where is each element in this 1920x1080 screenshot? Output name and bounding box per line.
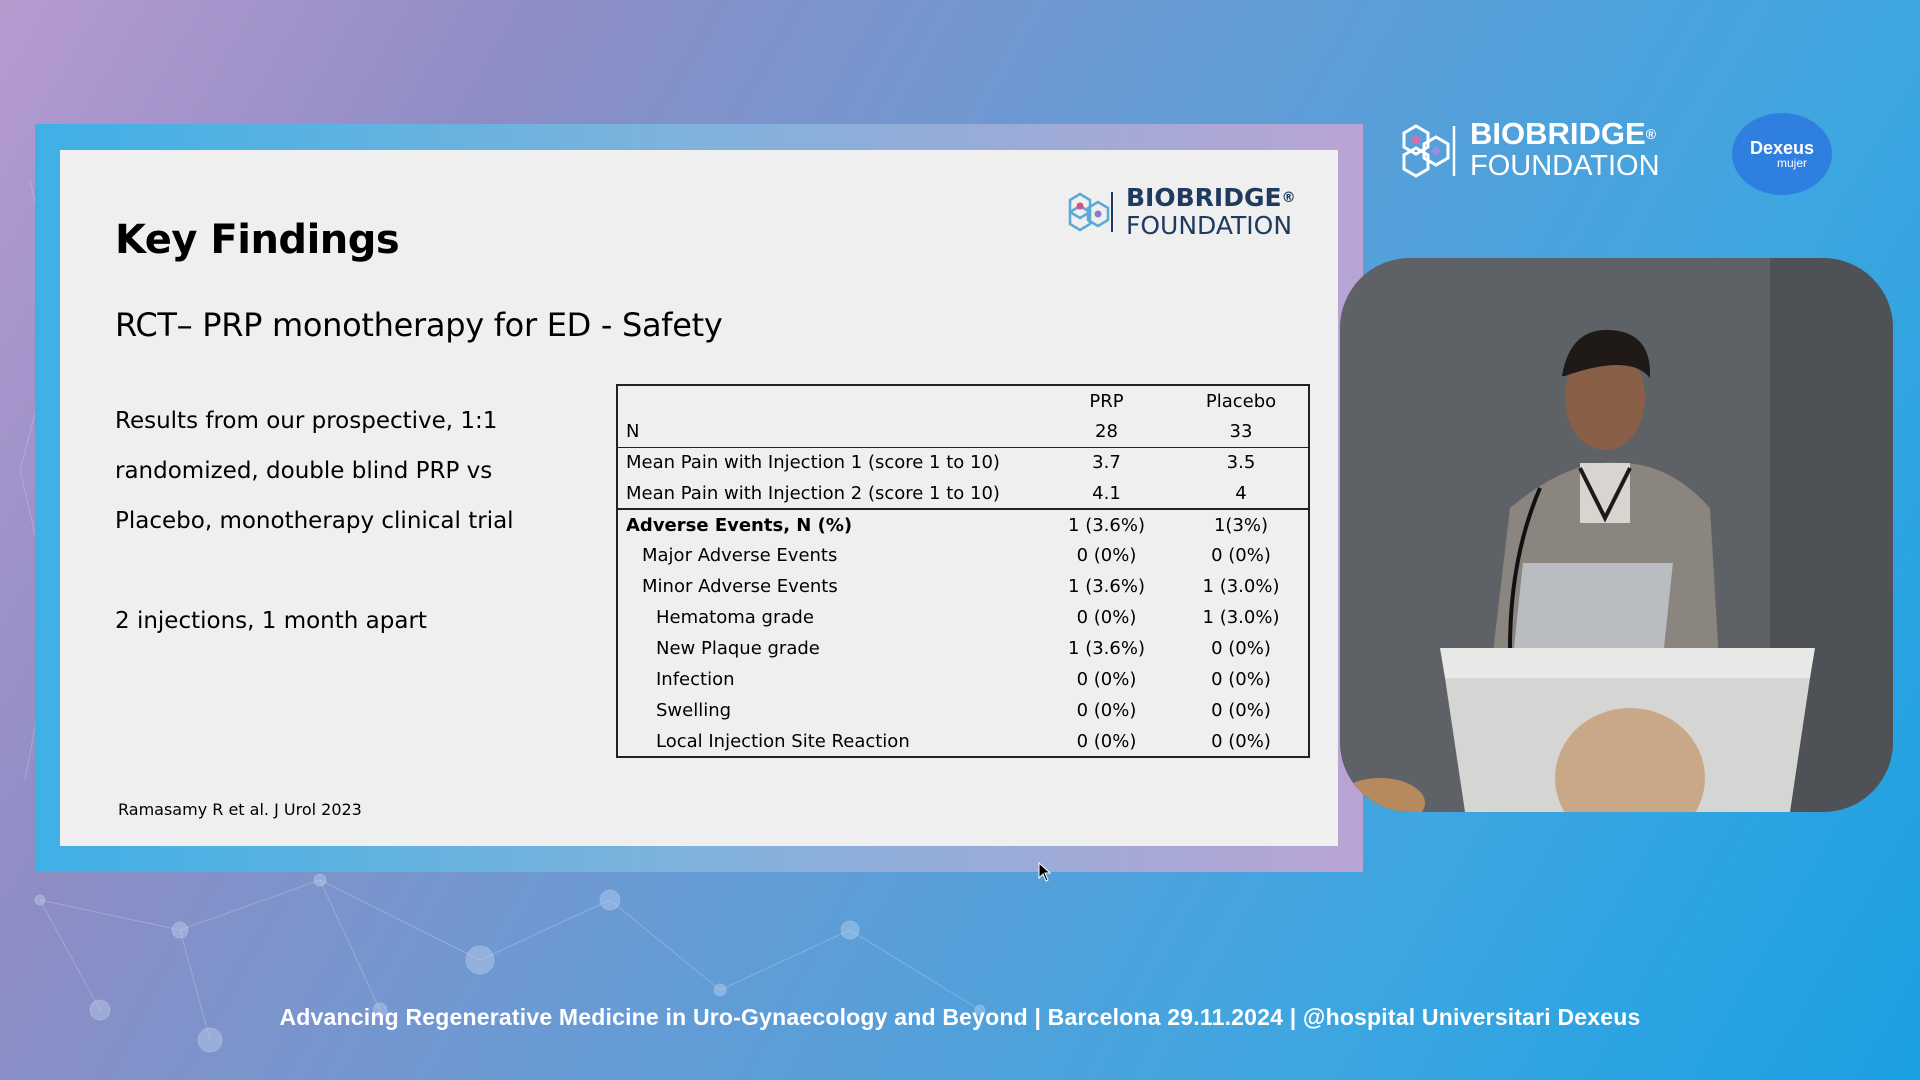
row-label: Adverse Events, N (%) bbox=[617, 508, 1039, 540]
placebo-value: 1 (3.0%) bbox=[1202, 576, 1280, 597]
logo-line-2: FOUNDATION bbox=[1126, 211, 1293, 240]
table-row: Adverse Events, N (%) 1 (3.6%) 1(3%) bbox=[617, 508, 1309, 540]
placebo-value: 0 (0%) bbox=[1211, 545, 1271, 566]
body-paragraph: 2 injections, 1 month apart bbox=[115, 608, 427, 634]
slide-subtitle: RCT– PRP monotherapy for ED - Safety bbox=[115, 306, 723, 344]
row-label: Minor Adverse Events bbox=[642, 576, 838, 597]
prp-value: 0 (0%) bbox=[1076, 669, 1137, 690]
row-label: Mean Pain with Injection 1 (score 1 to 1… bbox=[626, 452, 1000, 474]
table-header: Placebo bbox=[1205, 390, 1277, 412]
table-header bbox=[617, 385, 1039, 416]
safety-table: PRP Placebo N 28 33 Mean Pain with Injec… bbox=[616, 384, 1310, 758]
table-row: Swelling 0 (0%) 0 (0%) bbox=[617, 695, 1309, 726]
table-row: Minor Adverse Events 1 (3.6%) 1 (3.0%) bbox=[617, 571, 1309, 602]
table-row: Major Adverse Events 0 (0%) 0 (0%) bbox=[617, 540, 1309, 571]
logo-line-1: BIOBRIDGE bbox=[1126, 183, 1282, 212]
brand-registered-mark: ® bbox=[1645, 126, 1657, 142]
table-row: Local Injection Site Reaction 0 (0%) 0 (… bbox=[617, 726, 1309, 757]
brand-line-2: FOUNDATION bbox=[1470, 150, 1660, 182]
prp-value: 1 (3.6%) bbox=[1068, 638, 1145, 659]
body-paragraph: Results from our prospective, 1:1 random… bbox=[115, 408, 514, 534]
row-label: Mean Pain with Injection 2 (score 1 to 1… bbox=[626, 482, 1000, 504]
hexagon-logo-icon bbox=[1402, 124, 1456, 178]
brand-line-1: BIOBRIDGE bbox=[1470, 116, 1646, 151]
placebo-value: 0 (0%) bbox=[1211, 700, 1271, 721]
prp-value: 28 bbox=[1039, 416, 1174, 448]
table-row: New Plaque grade 1 (3.6%) 0 (0%) bbox=[617, 633, 1309, 664]
table-row: Infection 0 (0%) 0 (0%) bbox=[617, 664, 1309, 695]
prp-value: 0 (0%) bbox=[1076, 545, 1137, 566]
table-row: Mean Pain with Injection 1 (score 1 to 1… bbox=[617, 447, 1309, 478]
table-row: N 28 33 bbox=[617, 416, 1309, 448]
prp-value: 1 (3.6%) bbox=[1068, 576, 1145, 597]
presentation-slide: Key Findings RCT– PRP monotherapy for ED… bbox=[60, 150, 1338, 846]
row-label: Local Injection Site Reaction bbox=[656, 730, 910, 752]
row-label: Major Adverse Events bbox=[642, 545, 838, 566]
row-label: Hematoma grade bbox=[656, 607, 814, 628]
prp-value: 0 (0%) bbox=[1076, 607, 1137, 628]
mouse-cursor-icon bbox=[1038, 862, 1052, 882]
table-row: Mean Pain with Injection 2 (score 1 to 1… bbox=[617, 478, 1309, 509]
dexeus-name: Dexeus bbox=[1749, 138, 1815, 158]
prp-value: 0 (0%) bbox=[1076, 700, 1137, 721]
slide-body: Results from our prospective, 1:1 random… bbox=[115, 396, 585, 646]
table-header-row: PRP Placebo bbox=[617, 385, 1309, 416]
prp-value: 0 (0%) bbox=[1076, 730, 1137, 752]
logo-registered-mark: ® bbox=[1281, 190, 1296, 206]
speaker-video-frame bbox=[1340, 258, 1893, 812]
hexagon-logo-icon bbox=[1068, 192, 1113, 232]
placebo-value: 1 (3.0%) bbox=[1202, 607, 1280, 628]
event-footer: Advancing Regenerative Medicine in Uro-G… bbox=[279, 1004, 1641, 1030]
row-label: Infection bbox=[656, 669, 735, 690]
dexeus-sub: mujer bbox=[1776, 156, 1807, 170]
speaker-video bbox=[1340, 258, 1893, 812]
citation: Ramasamy R et al. J Urol 2023 bbox=[118, 800, 362, 819]
table-row: Hematoma grade 0 (0%) 1 (3.0%) bbox=[617, 602, 1309, 633]
dexeus-logo: Dexeus mujer bbox=[1732, 113, 1832, 195]
placebo-value: 0 (0%) bbox=[1211, 730, 1271, 752]
placebo-value: 1(3%) bbox=[1174, 508, 1309, 540]
prp-value: 1 (3.6%) bbox=[1039, 508, 1174, 540]
prp-value: 4.1 bbox=[1092, 482, 1121, 504]
brand-logo: BIOBRIDGE® FOUNDATION bbox=[1398, 118, 1660, 182]
row-label: Swelling bbox=[656, 700, 732, 721]
placebo-value: 33 bbox=[1174, 416, 1309, 448]
placebo-value: 4 bbox=[1235, 482, 1247, 504]
prp-value: 3.7 bbox=[1092, 452, 1121, 474]
placebo-value: 0 (0%) bbox=[1211, 669, 1271, 690]
placebo-value: 0 (0%) bbox=[1211, 638, 1271, 659]
slide-title: Key Findings bbox=[115, 217, 400, 263]
slide-logo: BIOBRIDGE® FOUNDATION bbox=[1064, 184, 1296, 240]
placebo-value: 3.5 bbox=[1226, 452, 1256, 474]
row-label: N bbox=[617, 416, 1039, 448]
table-header: PRP bbox=[1089, 390, 1124, 412]
row-label: New Plaque grade bbox=[656, 638, 820, 659]
